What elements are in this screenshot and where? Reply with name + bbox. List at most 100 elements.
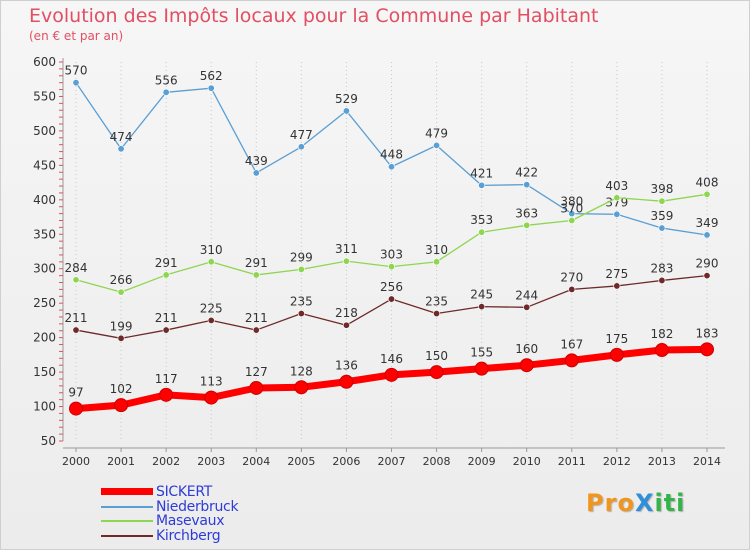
x-tick-label: 2004 <box>242 455 270 468</box>
x-tick-label: 2013 <box>648 455 676 468</box>
data-label: 160 <box>515 342 538 356</box>
data-point <box>568 210 576 218</box>
data-point <box>703 231 711 239</box>
data-point <box>117 145 125 153</box>
x-tick-label: 2003 <box>197 455 225 468</box>
data-label: 283 <box>650 261 673 275</box>
legend-swatch <box>101 505 153 508</box>
data-label: 529 <box>335 92 358 106</box>
data-label: 211 <box>245 311 268 325</box>
data-point <box>207 84 215 92</box>
data-label: 474 <box>110 130 133 144</box>
y-tick-label: 500 <box>33 124 56 138</box>
data-label: 477 <box>290 128 313 142</box>
data-point <box>478 303 486 311</box>
chart-title: Evolution des Impôts locaux pour la Comm… <box>29 5 599 27</box>
data-label: 150 <box>425 349 448 363</box>
y-tick-label: 450 <box>33 158 56 172</box>
data-label: 256 <box>380 280 403 294</box>
legend-label: Masevaux <box>156 513 225 529</box>
data-point <box>207 258 215 266</box>
data-label: 275 <box>605 267 628 281</box>
y-tick-label: 550 <box>33 89 56 103</box>
y-tick-label: 350 <box>33 227 56 241</box>
data-label: 284 <box>65 261 88 275</box>
legend: SICKERT Niederbruck Masevaux Kirchberg <box>101 484 341 544</box>
data-label: 155 <box>470 346 493 360</box>
data-point <box>387 263 395 271</box>
data-label: 359 <box>650 209 673 223</box>
data-point <box>162 326 170 334</box>
data-point <box>339 374 354 389</box>
chart-subtitle: (en € et par an) <box>29 29 124 43</box>
data-point <box>252 271 260 279</box>
legend-swatch <box>101 488 153 495</box>
data-point <box>519 358 534 373</box>
y-tick-label: 300 <box>33 262 56 276</box>
y-tick-label: 50 <box>41 434 56 448</box>
x-tick-label: 2009 <box>468 455 496 468</box>
data-label: 167 <box>560 337 583 351</box>
data-point <box>658 276 666 284</box>
x-tick-label: 2010 <box>513 455 541 468</box>
data-point <box>658 224 666 232</box>
x-tick-label: 2012 <box>603 455 631 468</box>
data-label: 363 <box>515 206 538 220</box>
data-label: 562 <box>200 69 223 83</box>
data-point <box>117 288 125 296</box>
data-point <box>342 257 350 265</box>
data-point <box>297 265 305 273</box>
data-point <box>387 163 395 171</box>
data-label: 403 <box>605 179 628 193</box>
data-label: 291 <box>245 256 268 270</box>
x-tick-label: 2007 <box>378 455 406 468</box>
data-point <box>700 342 714 357</box>
data-label: 311 <box>335 242 358 256</box>
y-tick-label: 100 <box>33 400 56 414</box>
data-point <box>568 285 576 293</box>
y-tick-label: 150 <box>33 365 56 379</box>
data-point <box>342 321 350 329</box>
data-point <box>249 380 264 395</box>
legend-label: Kirchberg <box>156 527 221 544</box>
proxiti-logo: ProXiti <box>586 489 686 517</box>
data-label: 422 <box>515 166 538 180</box>
data-label: 128 <box>290 364 313 378</box>
data-point <box>703 190 711 198</box>
data-label: 199 <box>110 319 133 333</box>
data-label: 102 <box>110 382 133 396</box>
data-label: 146 <box>380 352 403 366</box>
legend-item: Masevaux <box>101 513 341 529</box>
data-label: 299 <box>290 250 313 264</box>
data-point <box>162 271 170 279</box>
data-point <box>72 276 80 284</box>
data-point <box>523 181 531 189</box>
data-label: 175 <box>605 332 628 346</box>
data-label: 353 <box>470 213 493 227</box>
data-point <box>703 272 711 280</box>
data-point <box>658 197 666 205</box>
data-label: 421 <box>470 166 493 180</box>
data-point <box>613 282 621 290</box>
data-label: 183 <box>696 326 719 340</box>
data-label: 448 <box>380 148 403 162</box>
data-label: 398 <box>650 182 673 196</box>
x-tick-label: 2005 <box>287 455 315 468</box>
data-label: 117 <box>155 372 178 386</box>
y-tick-label: 600 <box>33 55 56 69</box>
data-label: 291 <box>155 256 178 270</box>
y-tick-label: 250 <box>33 296 56 310</box>
data-label: 211 <box>155 311 178 325</box>
data-label: 235 <box>425 295 448 309</box>
data-point <box>297 143 305 151</box>
y-tick-label: 400 <box>33 193 56 207</box>
data-label: 570 <box>65 64 88 78</box>
data-point <box>609 347 624 362</box>
data-label: 380 <box>560 195 583 209</box>
data-point <box>564 353 579 368</box>
data-point <box>654 343 669 358</box>
data-point <box>523 221 531 229</box>
data-label: 225 <box>200 301 223 315</box>
legend-item: Kirchberg <box>101 527 341 544</box>
